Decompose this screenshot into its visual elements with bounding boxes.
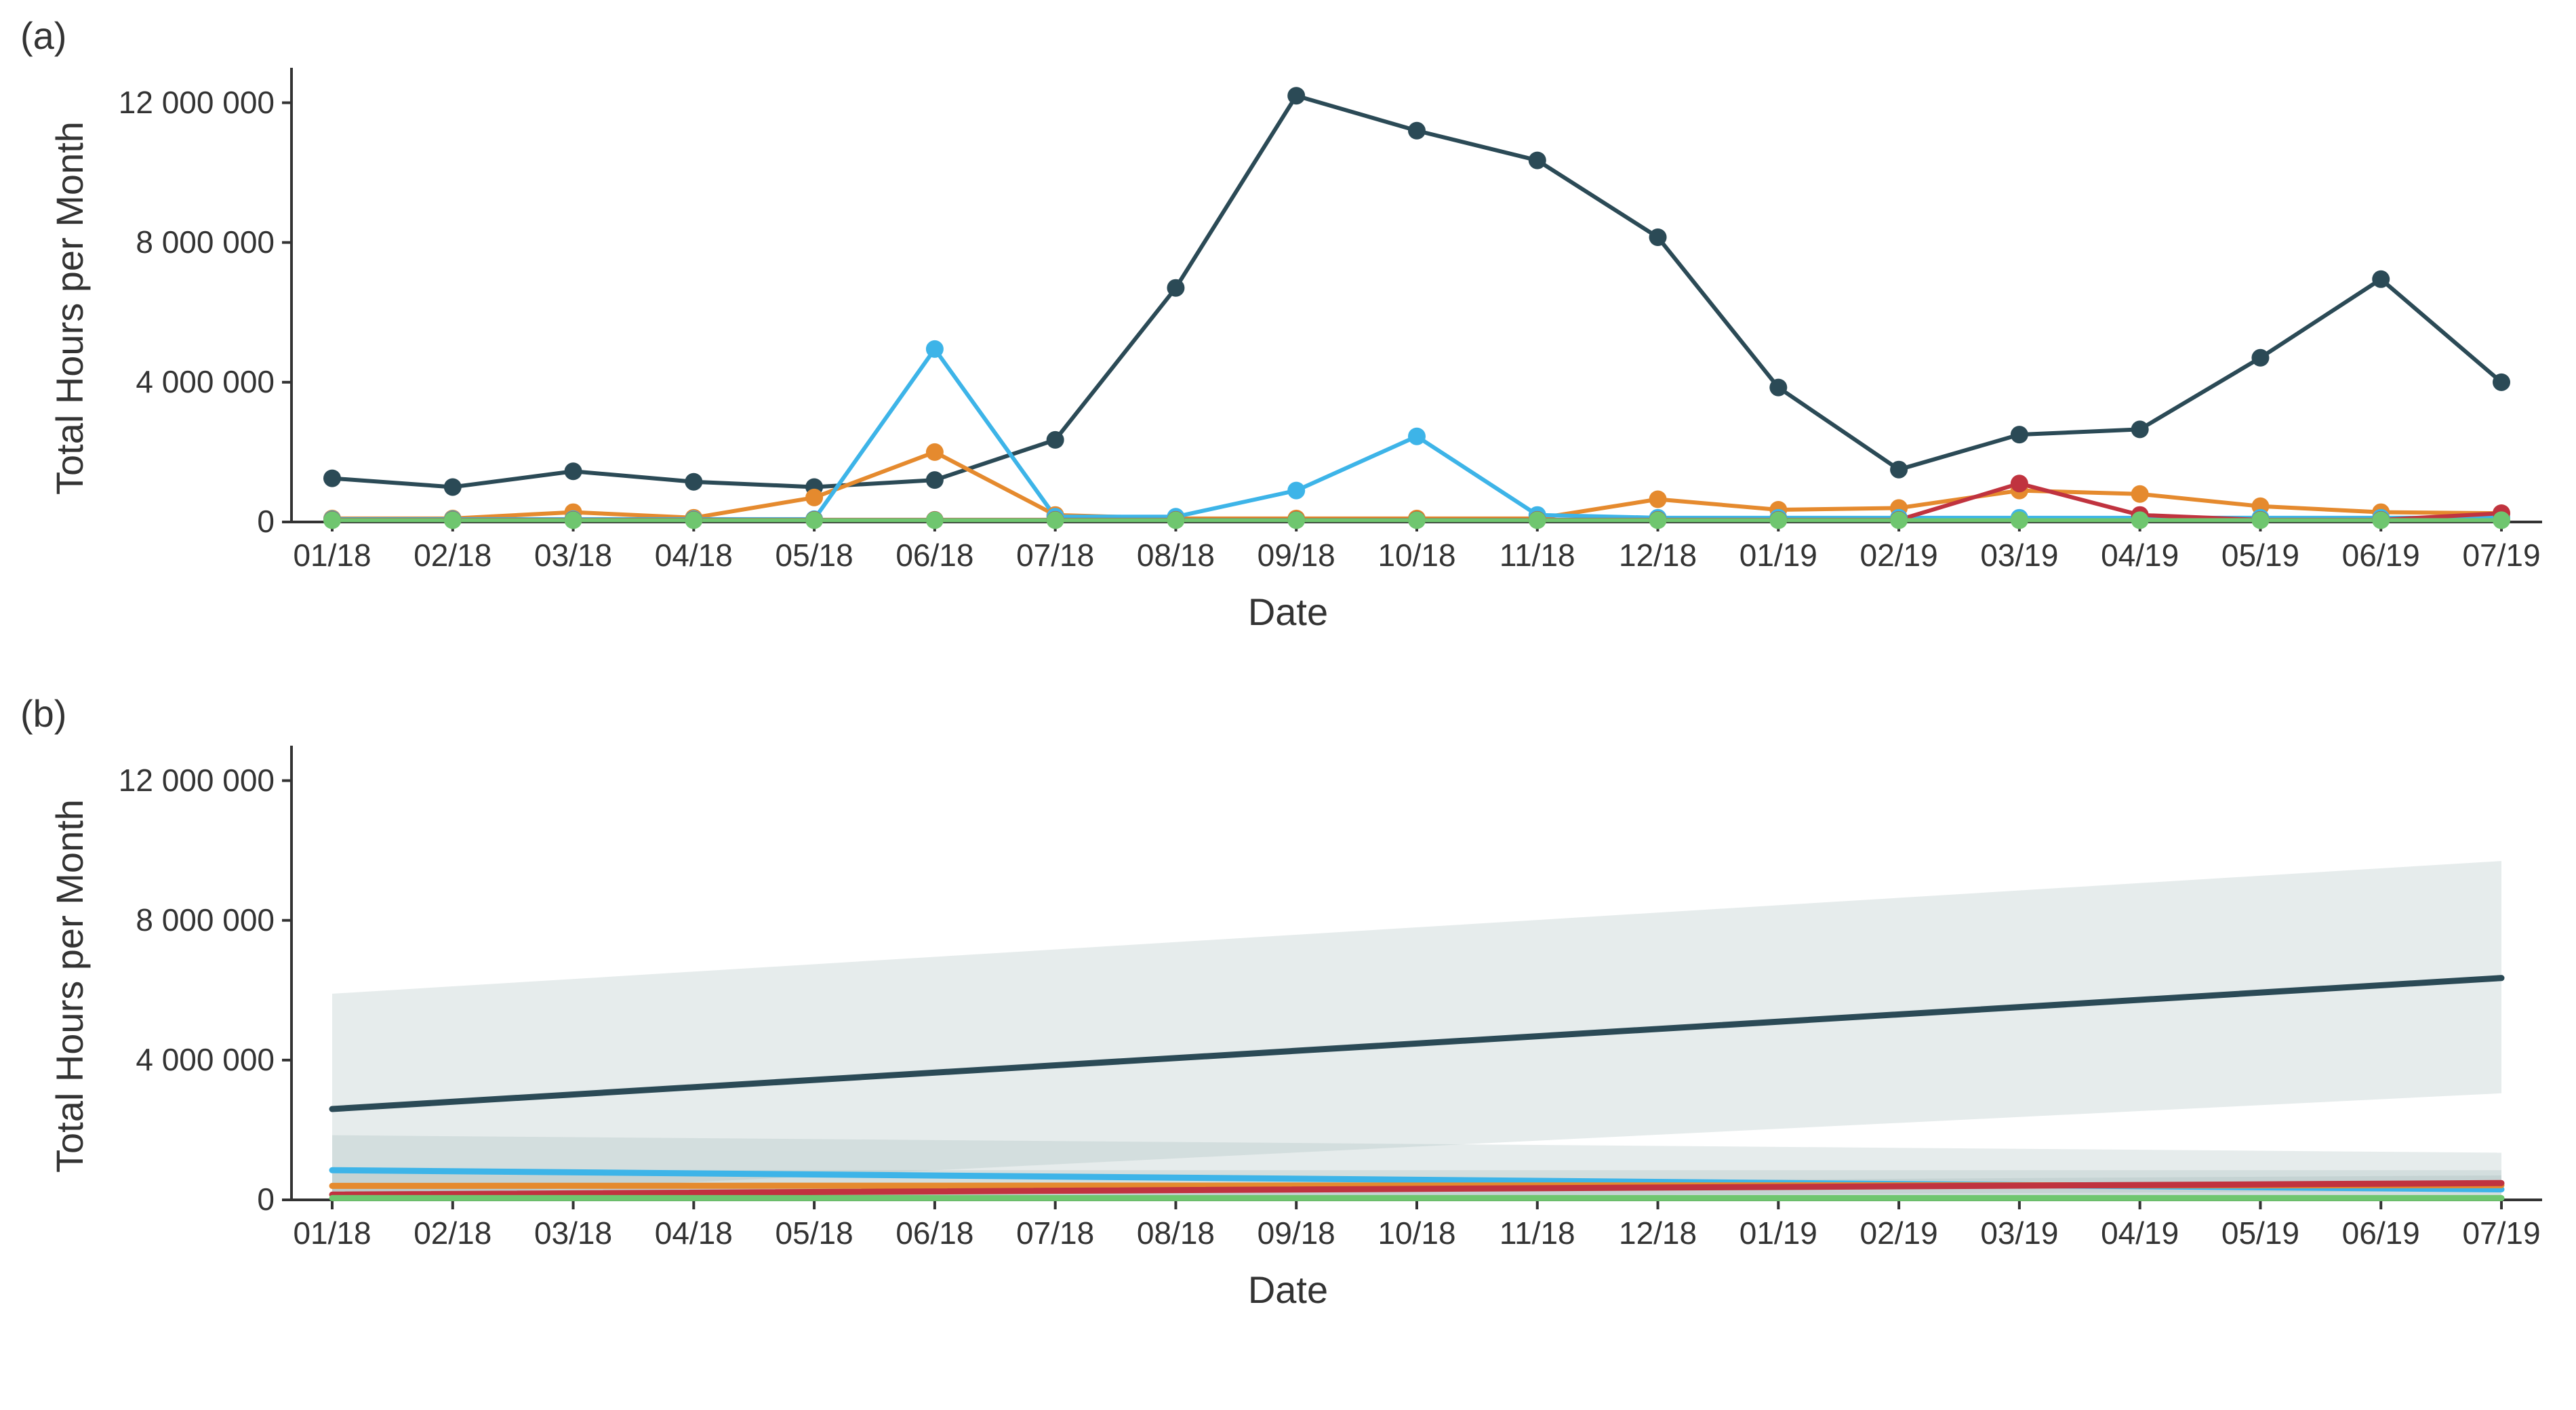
xtick-label: 06/19 — [2327, 1215, 2435, 1251]
xtick-label: 11/18 — [1483, 1215, 1592, 1251]
xtick-label: 02/18 — [399, 1215, 507, 1251]
xtick-label: 01/19 — [1724, 1215, 1832, 1251]
xtick-label: 03/19 — [1965, 1215, 2074, 1251]
panel-b-xlabel: Date — [1220, 1268, 1356, 1312]
xtick-label: 08/18 — [1121, 1215, 1230, 1251]
xtick-label: 07/19 — [2447, 1215, 2556, 1251]
xtick-label: 07/18 — [1001, 1215, 1110, 1251]
xtick-label: 02/19 — [1845, 1215, 1953, 1251]
figure-root: (a) Total Hours per Month 04 000 0008 00… — [0, 0, 2576, 1410]
xtick-label: 04/19 — [2086, 1215, 2194, 1251]
xtick-label: 05/19 — [2206, 1215, 2314, 1251]
xtick-label: 12/18 — [1604, 1215, 1712, 1251]
xtick-label: 04/18 — [639, 1215, 748, 1251]
xtick-label: 10/18 — [1363, 1215, 1471, 1251]
xtick-label: 01/18 — [278, 1215, 386, 1251]
xtick-label: 03/18 — [519, 1215, 628, 1251]
panel-b-plot — [0, 0, 2576, 1288]
xtick-label: 05/18 — [760, 1215, 868, 1251]
xtick-label: 06/18 — [881, 1215, 989, 1251]
xtick-label: 09/18 — [1242, 1215, 1350, 1251]
